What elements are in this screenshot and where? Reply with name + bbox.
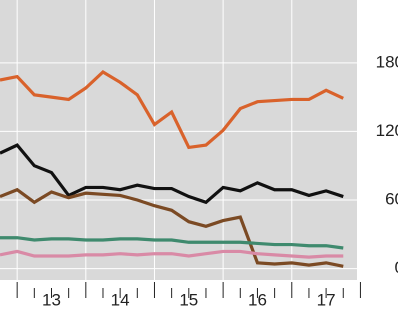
y-tick-label: 120 <box>376 121 398 140</box>
y-tick-label: 60 <box>385 189 398 208</box>
series-line <box>0 70 344 150</box>
x-tick-label: 15 <box>179 290 198 309</box>
series-line <box>0 236 344 250</box>
plot-background <box>0 0 357 280</box>
x-tick-label: 14 <box>111 290 130 309</box>
series-line <box>0 249 344 259</box>
x-tick-label: 16 <box>248 290 267 309</box>
y-tick-label: 0 <box>395 258 398 277</box>
series-line <box>0 187 344 268</box>
x-tick-label: 13 <box>42 290 61 309</box>
x-tick-label: 17 <box>317 290 336 309</box>
series-line <box>0 143 344 205</box>
y-tick-label: 180 <box>376 52 398 71</box>
